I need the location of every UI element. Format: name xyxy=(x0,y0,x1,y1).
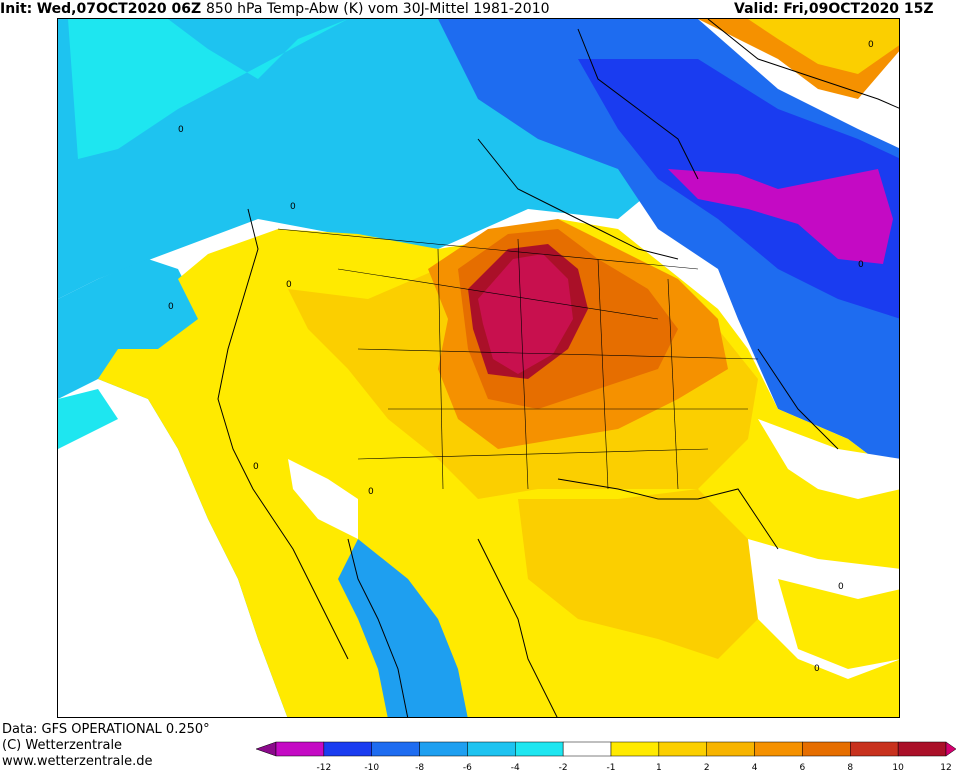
anomaly-field-blue-mexico xyxy=(338,539,468,717)
legend-tick-label: 6 xyxy=(800,763,806,773)
legend-tick-label: -1 xyxy=(607,763,616,773)
coastlines xyxy=(217,19,899,717)
legend-arrow-low xyxy=(256,741,277,757)
legend-bin xyxy=(419,741,468,757)
zero-contour-labels: 0 0 0 0 0 0 0 0 0 0 xyxy=(168,40,874,674)
anomaly-map: 0 0 0 0 0 0 0 0 0 0 xyxy=(57,18,900,718)
legend-bin xyxy=(802,741,851,757)
legend-bin xyxy=(706,741,755,757)
legend-tick-label: 10 xyxy=(892,763,904,773)
anomaly-field-yellow-canada xyxy=(748,19,899,74)
legend-tick-label: -10 xyxy=(364,763,379,773)
legend-tick-label: -12 xyxy=(317,763,332,773)
legend-bin xyxy=(562,741,612,757)
anomaly-field-yellow-caribbean xyxy=(778,579,899,669)
legend-tick-label: -4 xyxy=(511,763,520,773)
contour-label: 0 xyxy=(253,462,259,472)
legend-tick-label: -6 xyxy=(463,763,472,773)
contour-label: 0 xyxy=(168,302,174,312)
contour-label: 0 xyxy=(838,582,844,592)
legend-bin xyxy=(897,741,947,757)
legend-tick-label: 8 xyxy=(847,763,853,773)
anomaly-field-crimson xyxy=(478,254,573,374)
legend-bin xyxy=(850,741,899,757)
color-legend: -12 -10 -8 -6 -4 -2 -1 1 2 4 6 8 10 12 xyxy=(256,741,956,773)
legend-bin xyxy=(610,741,660,757)
anomaly-field-cyan-pacific xyxy=(58,389,118,449)
legend-bin xyxy=(323,741,372,757)
contour-label: 0 xyxy=(178,125,184,135)
contour-label: 0 xyxy=(290,202,296,212)
valid-time: Valid: Fri,09OCT2020 15Z xyxy=(734,1,934,17)
legend-bin xyxy=(275,741,325,757)
legend-tick-label: 1 xyxy=(656,763,662,773)
init-time: Init: Wed,07OCT2020 06Z xyxy=(0,1,202,17)
anomaly-field-white-east xyxy=(758,419,899,499)
legend-tick-label: -8 xyxy=(415,763,424,773)
legend-bin xyxy=(658,741,707,757)
contour-label: 0 xyxy=(868,40,874,50)
map-canvas: 0 0 0 0 0 0 0 0 0 0 xyxy=(58,19,899,717)
anomaly-field-lightblue-north xyxy=(68,19,348,159)
anomaly-field-gold-south xyxy=(518,489,758,659)
anomaly-field-white-southwest xyxy=(288,459,358,539)
legend-tick-label: 12 xyxy=(940,763,951,773)
contour-label: 0 xyxy=(286,280,292,290)
legend-bin xyxy=(371,741,420,757)
legend-tick-label: 4 xyxy=(752,763,758,773)
anomaly-field-magenta xyxy=(668,169,893,264)
legend-tick-label: -2 xyxy=(559,763,568,773)
state-borders xyxy=(277,228,759,490)
chart-title: 850 hPa Temp-Abw (K) vom 30J-Mittel 1981… xyxy=(206,1,550,17)
copyright: (C) Wetterzentrale xyxy=(2,738,123,753)
contour-label: 0 xyxy=(814,664,820,674)
legend-arrow-high xyxy=(945,741,956,757)
legend-bin xyxy=(754,741,803,757)
legend-tick-label: 2 xyxy=(704,763,710,773)
website: www.wetterzentrale.de xyxy=(2,754,153,769)
contour-label: 0 xyxy=(858,260,864,270)
legend-bin xyxy=(515,741,564,757)
legend-bin xyxy=(467,741,516,757)
contour-label: 0 xyxy=(368,487,374,497)
data-source: Data: GFS OPERATIONAL 0.250° xyxy=(2,722,210,737)
